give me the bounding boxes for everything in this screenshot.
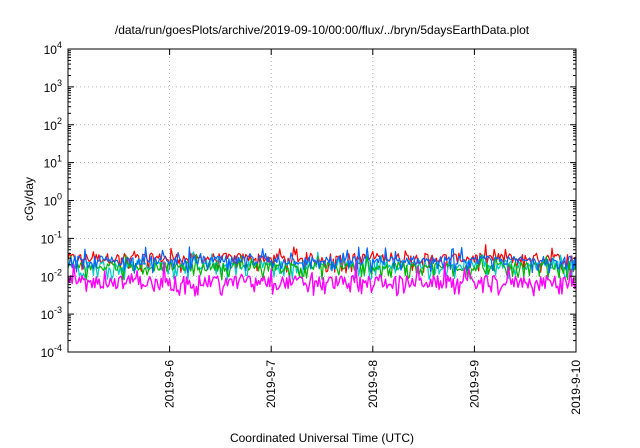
x-tick-label: 2019-9-6 — [163, 360, 177, 408]
y-tick-label: 101 — [44, 154, 62, 171]
y-tick-label: 100 — [44, 192, 62, 209]
series-layer — [67, 244, 577, 297]
ticks — [68, 48, 577, 353]
y-tick-label: 103 — [44, 78, 62, 95]
y-tick-label: 104 — [44, 40, 62, 57]
y-axis-label: cGy/day — [22, 177, 36, 221]
y-tick-label: 10-3 — [41, 305, 62, 322]
x-tick-label: 2019-9-8 — [366, 360, 380, 408]
grid — [68, 49, 576, 352]
tick-labels: 10-4 10-3 10-2 10-1 100 101 102 103 104 2019-9-6 2… — [41, 40, 583, 415]
y-tick-label: 10-2 — [41, 267, 62, 284]
x-tick-label: 2019-9-9 — [467, 360, 481, 408]
chart-title: /data/run/goesPlots/archive/2019-09-10/0… — [115, 23, 530, 37]
series-line — [67, 261, 577, 297]
x-tick-label: 2019-9-10 — [569, 360, 583, 415]
series-line — [68, 246, 577, 274]
y-tick-label: 10-4 — [41, 343, 62, 360]
y-tick-label: 102 — [44, 116, 62, 133]
x-tick-label: 2019-9-7 — [264, 360, 278, 408]
y-tick-label: 10-1 — [41, 229, 62, 246]
series-line — [67, 244, 577, 274]
x-axis-label: Coordinated Universal Time (UTC) — [230, 431, 414, 445]
